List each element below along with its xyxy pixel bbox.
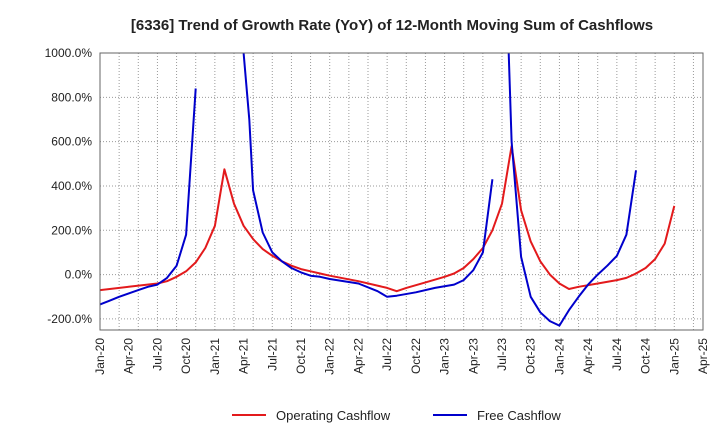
legend-label-free-cashflow: Free Cashflow — [477, 408, 561, 423]
x-tick-label: Apr-21 — [237, 338, 251, 374]
y-tick-label: 600.0% — [51, 135, 92, 149]
y-tick-label: 800.0% — [51, 90, 92, 104]
x-tick-label: Jul-24 — [610, 338, 624, 371]
x-tick-label: Apr-23 — [466, 338, 480, 374]
x-tick-label: Jul-21 — [265, 338, 279, 371]
y-tick-label: 0.0% — [65, 268, 93, 282]
x-tick-label: Jul-20 — [150, 338, 164, 371]
x-tick-label: Apr-22 — [351, 338, 365, 374]
x-tick-label: Apr-24 — [581, 338, 595, 374]
plot-frame — [99, 52, 704, 331]
x-tick-label: Jan-23 — [438, 338, 452, 375]
y-tick-label: -200.0% — [47, 312, 92, 326]
x-tick-label: Oct-20 — [179, 338, 193, 374]
x-tick-label: Oct-22 — [409, 338, 423, 374]
x-axis: Jan-20 Apr-20 Jul-20 Oct-20 Jan-21 Apr-21 Jul-… — [93, 338, 710, 375]
grid — [100, 53, 703, 330]
y-tick-label: 200.0% — [51, 223, 92, 237]
x-tick-label: Jan-25 — [667, 338, 681, 375]
series-line-operating-cashflow — [100, 145, 676, 293]
x-tick-label: Jul-22 — [380, 338, 394, 371]
x-tick-label: Apr-25 — [696, 338, 710, 374]
x-tick-label: Oct-24 — [639, 338, 653, 374]
x-tick-label: Jan-24 — [552, 338, 566, 375]
x-tick-label: Jan-20 — [93, 338, 107, 375]
x-tick-label: Jan-22 — [323, 338, 337, 375]
x-tick-label: Jul-23 — [495, 338, 509, 371]
legend: Operating Cashflow Free Cashflow — [232, 408, 561, 423]
legend-label-operating-cashflow: Operating Cashflow — [276, 408, 391, 423]
y-tick-label: 400.0% — [51, 179, 92, 193]
series-lines — [100, 53, 676, 327]
x-tick-label: Jan-21 — [208, 338, 222, 375]
y-axis: -200.0% 0.0% 200.0% 400.0% 600.0% 800.0% 1000.… — [45, 46, 93, 326]
x-tick-label: Oct-21 — [294, 338, 308, 374]
x-tick-label: Apr-20 — [122, 338, 136, 374]
chart-title: [6336] Trend of Growth Rate (YoY) of 12-… — [131, 17, 653, 34]
y-tick-label: 1000.0% — [45, 46, 93, 60]
x-tick-label: Oct-23 — [524, 338, 538, 374]
series-line-free-cashflow — [100, 53, 637, 327]
